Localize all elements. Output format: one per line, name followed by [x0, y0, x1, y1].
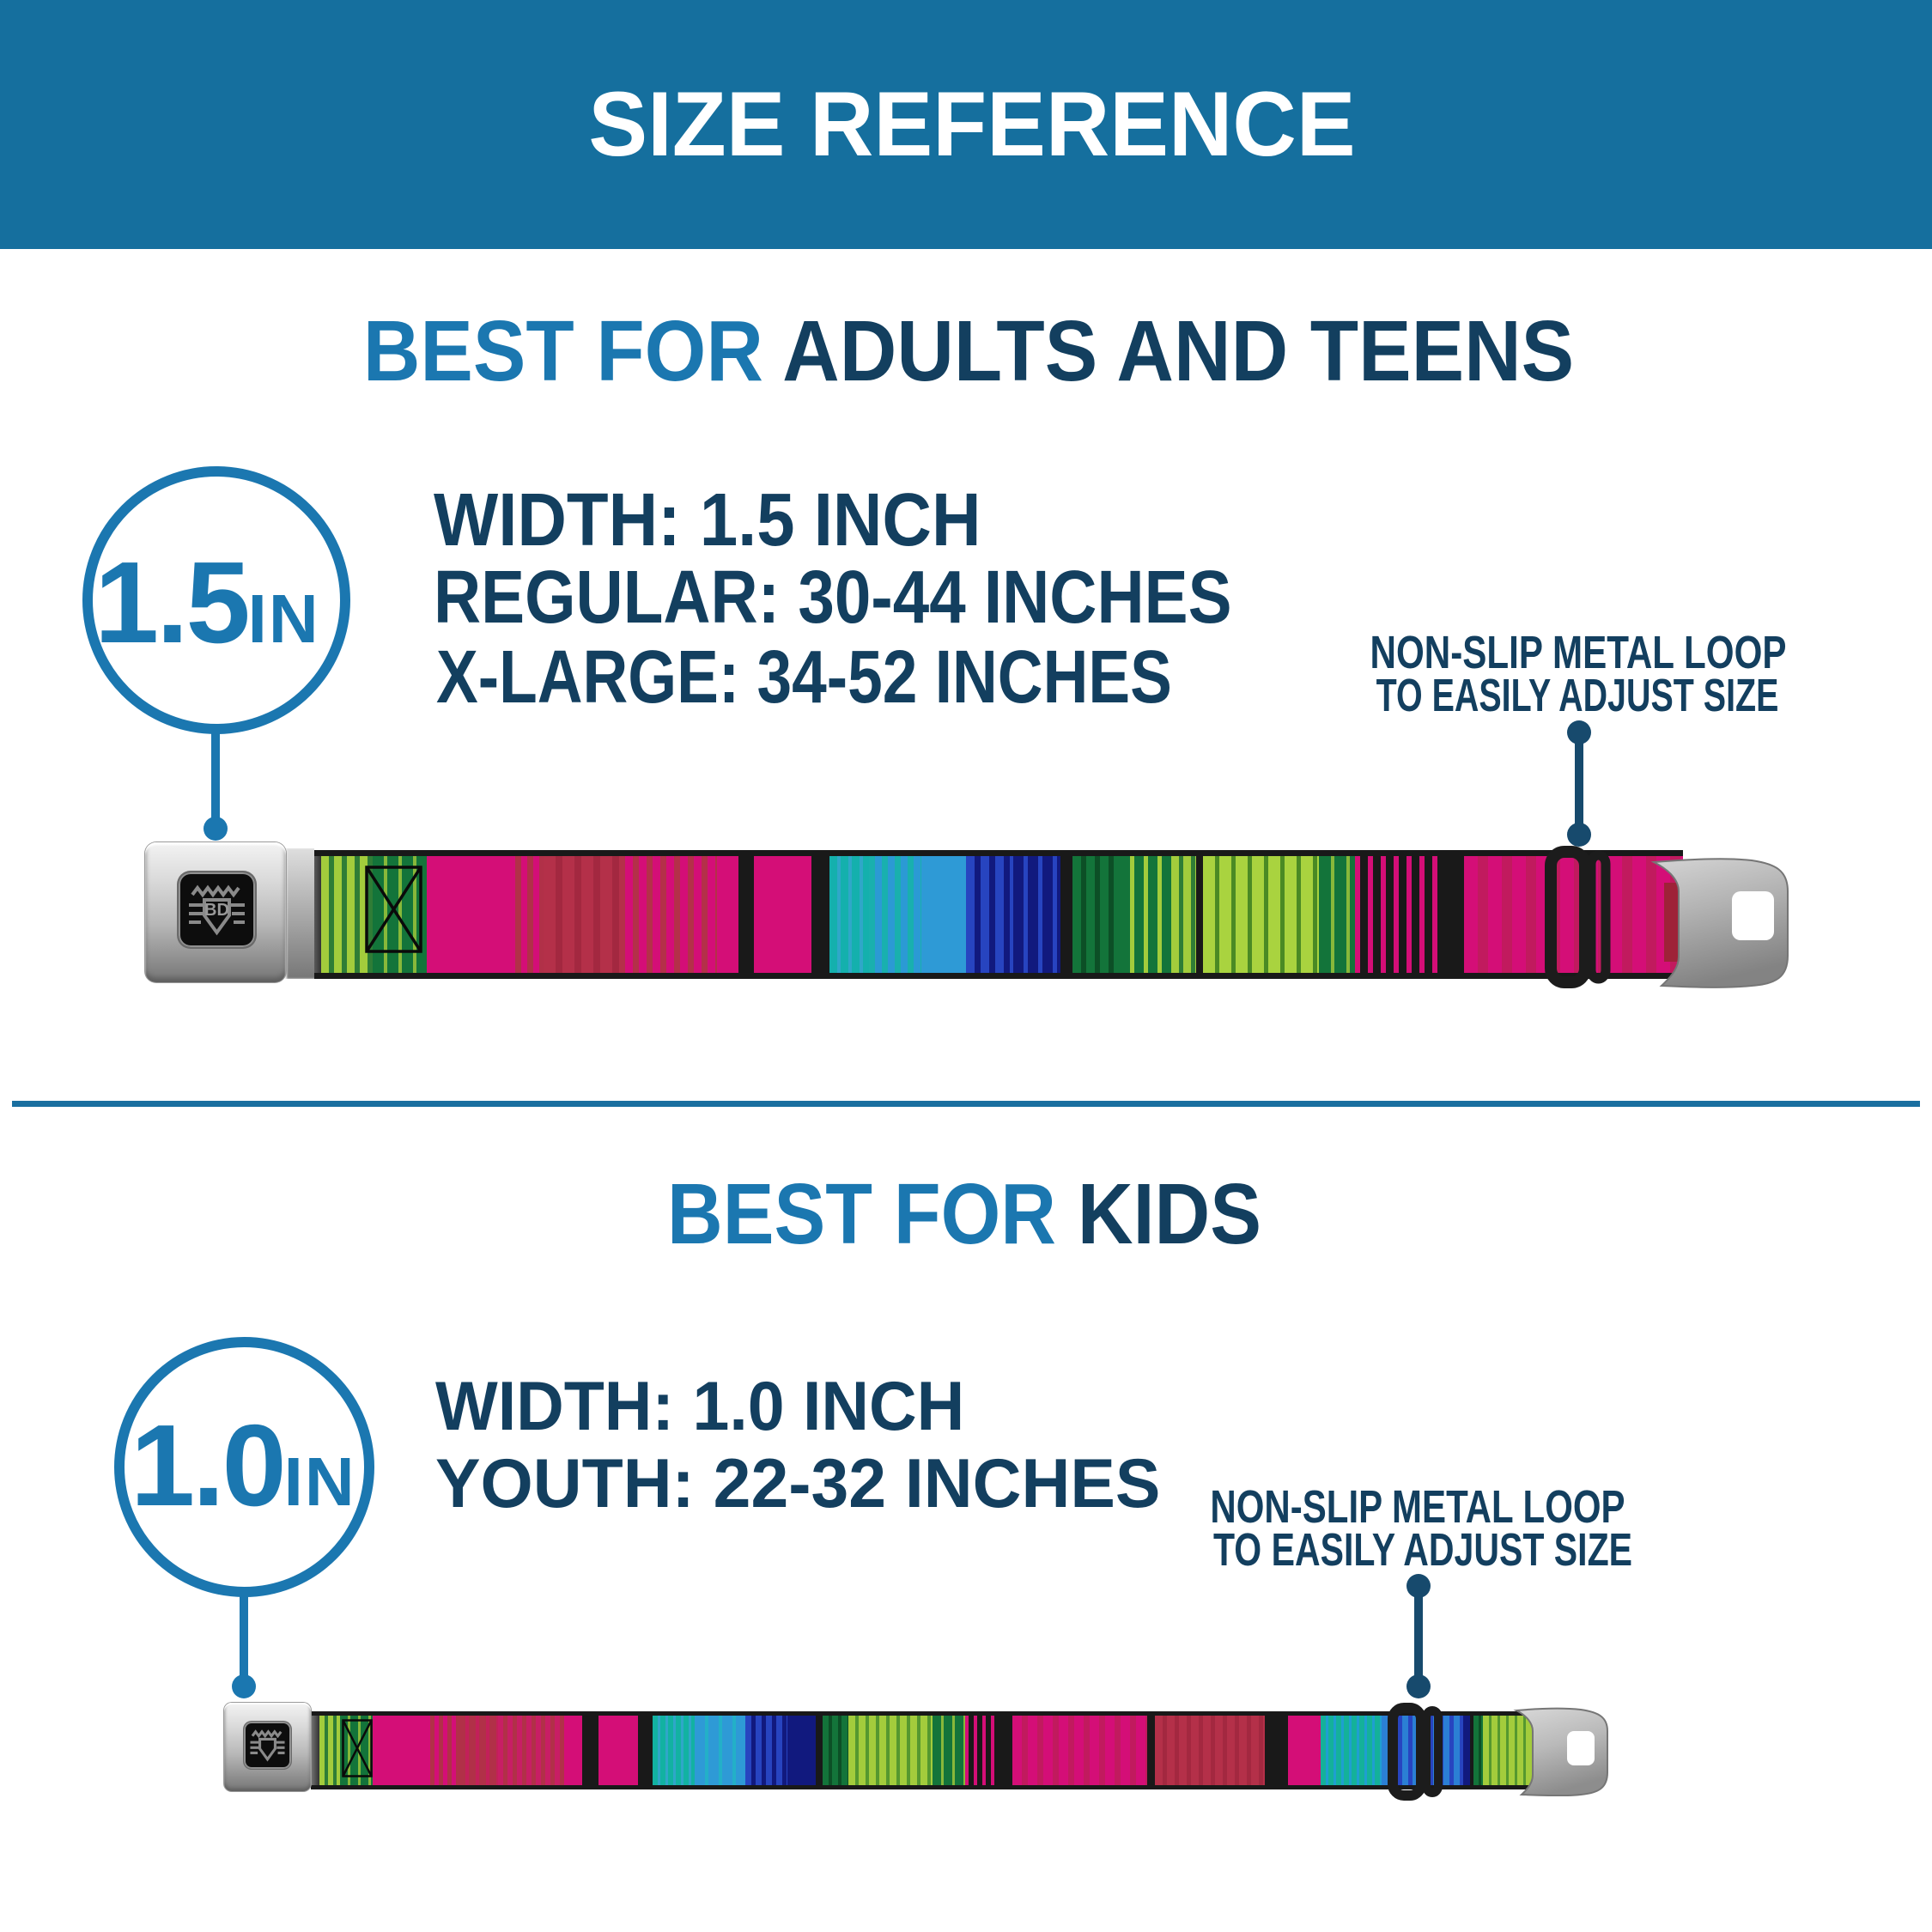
svg-text:BD: BD — [204, 901, 229, 920]
